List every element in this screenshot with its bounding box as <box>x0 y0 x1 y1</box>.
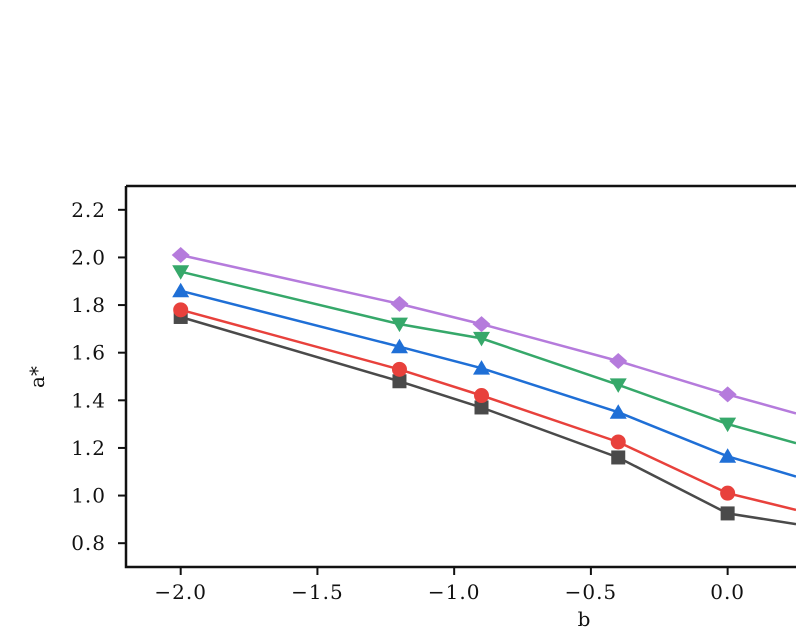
series-2-point <box>391 361 407 377</box>
x-axis-label: b <box>578 607 591 631</box>
series-3-point <box>172 282 190 298</box>
x-tick-label: 0.0 <box>710 580 745 604</box>
series-5-line <box>180 253 796 415</box>
y-tick-label: 1.4 <box>71 388 106 412</box>
axis-spines <box>124 184 796 569</box>
series-2-line <box>180 308 796 512</box>
plot-area <box>171 247 796 526</box>
series-2-point <box>474 388 490 404</box>
series-5-point <box>609 353 628 370</box>
series-3-point <box>719 448 737 463</box>
y-tick-label: 1.6 <box>71 341 106 365</box>
series-3-point <box>390 338 408 354</box>
series-4-point <box>172 265 190 280</box>
series-2-point <box>720 485 736 501</box>
series-4-point <box>719 417 737 433</box>
series-1-point <box>474 400 489 415</box>
series-5-point <box>390 295 409 312</box>
series-5-point <box>472 316 491 333</box>
series-3-point <box>473 360 491 375</box>
series-1-point <box>611 450 626 465</box>
y-tick-label: 2.2 <box>71 198 106 222</box>
y-tick-label: 2.0 <box>71 245 106 269</box>
series-3-point <box>609 404 627 419</box>
series-4-point <box>473 331 491 347</box>
y-tick-label: 1.2 <box>71 436 106 460</box>
x-tick-label: −1.0 <box>428 580 481 604</box>
y-tick-label: 1.0 <box>71 484 106 508</box>
axes: 0.8 1.0 1.2 1.4 1.6 1.8 2.0 2.2 −2.0 −1.5 −1.0 −0.5… <box>71 184 796 604</box>
x-tick-label: −1.5 <box>291 580 344 604</box>
series-4-point <box>390 317 408 333</box>
series-2-point <box>610 434 626 450</box>
series-1-point <box>392 374 407 389</box>
series-1-point <box>720 506 735 521</box>
y-tick-label: 0.8 <box>71 531 106 555</box>
x-tick-label: −0.5 <box>565 580 618 604</box>
series-4-line <box>180 270 796 445</box>
y-axis-label: a* <box>25 366 49 388</box>
series-3-line <box>180 289 796 478</box>
y-tick-label: 1.8 <box>71 293 106 317</box>
series-5-point <box>171 247 190 264</box>
series-2-point <box>173 302 189 318</box>
series-5-point <box>718 386 737 403</box>
x-tick-label: −2.0 <box>154 580 207 604</box>
series-4-point <box>609 378 627 393</box>
series-1-line <box>180 315 796 526</box>
